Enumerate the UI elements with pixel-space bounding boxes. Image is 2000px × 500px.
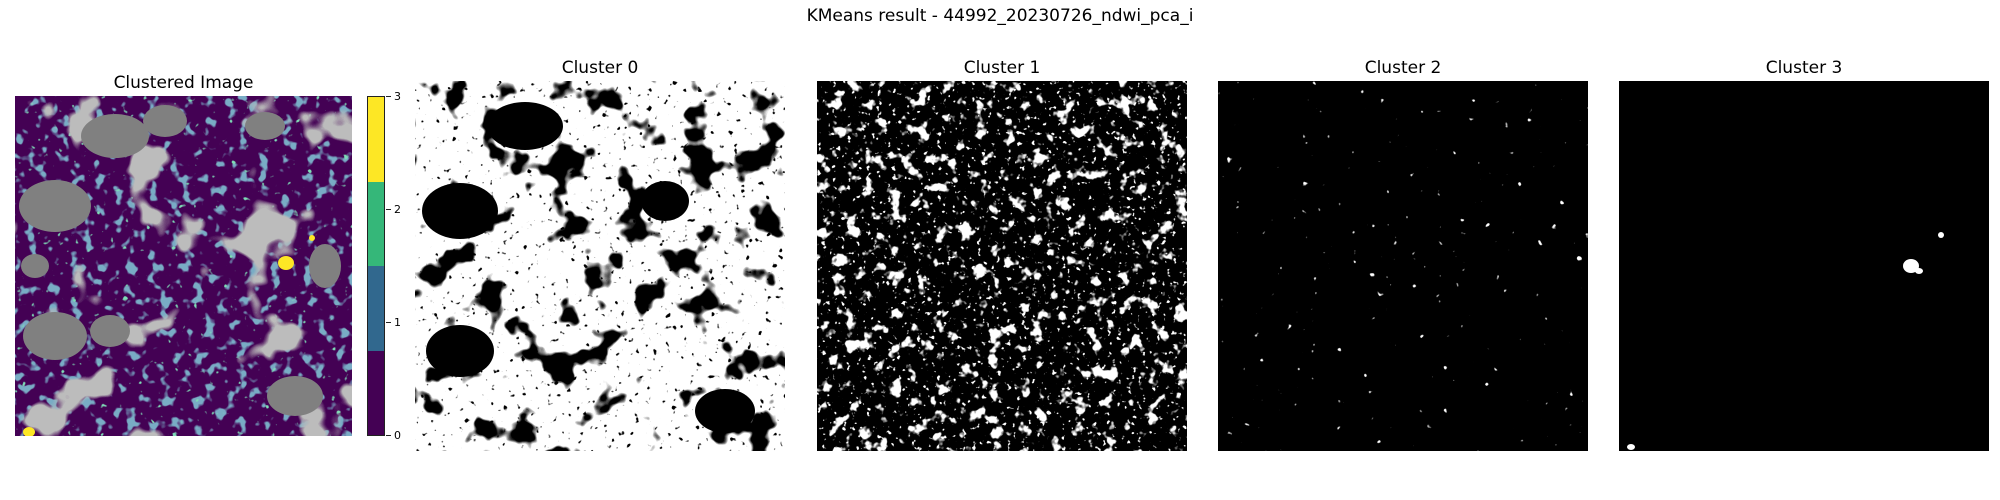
colorbar-tick-1: [386, 322, 391, 323]
cluster0-title: Cluster 0: [561, 58, 639, 78]
figure-suptitle: KMeans result - 44992_20230726_ndwi_pca_…: [806, 6, 1194, 26]
cluster1-title: Cluster 1: [963, 58, 1041, 78]
cluster2-mask: [1218, 81, 1588, 451]
cluster3-patch: [23, 235, 315, 436]
cluster1-mask: [817, 81, 1187, 451]
colorbar-label-2: 2: [394, 203, 401, 216]
cluster0-mask: [415, 81, 785, 451]
clustered-image-title: Clustered Image: [113, 73, 254, 93]
colorbar-tick-0: [386, 435, 391, 436]
colorbar-tick-3: [386, 96, 391, 97]
masked-clouds: [19, 105, 341, 416]
colorbar-label-1: 1: [394, 316, 401, 329]
cluster3-title: Cluster 3: [1765, 58, 1843, 78]
colorbar-segment-1: [368, 266, 384, 351]
colorbar-segment-3: [368, 97, 384, 182]
colorbar-segment-0: [368, 350, 384, 435]
colorbar: [367, 96, 385, 436]
colorbar-label-0: 0: [394, 429, 401, 442]
cluster2-title: Cluster 2: [1364, 58, 1442, 78]
clustered-image: [15, 96, 352, 436]
colorbar-label-3: 3: [394, 90, 401, 103]
colorbar-tick-2: [386, 209, 391, 210]
cluster3-mask: [1619, 81, 1989, 451]
colorbar-segment-2: [368, 181, 384, 266]
